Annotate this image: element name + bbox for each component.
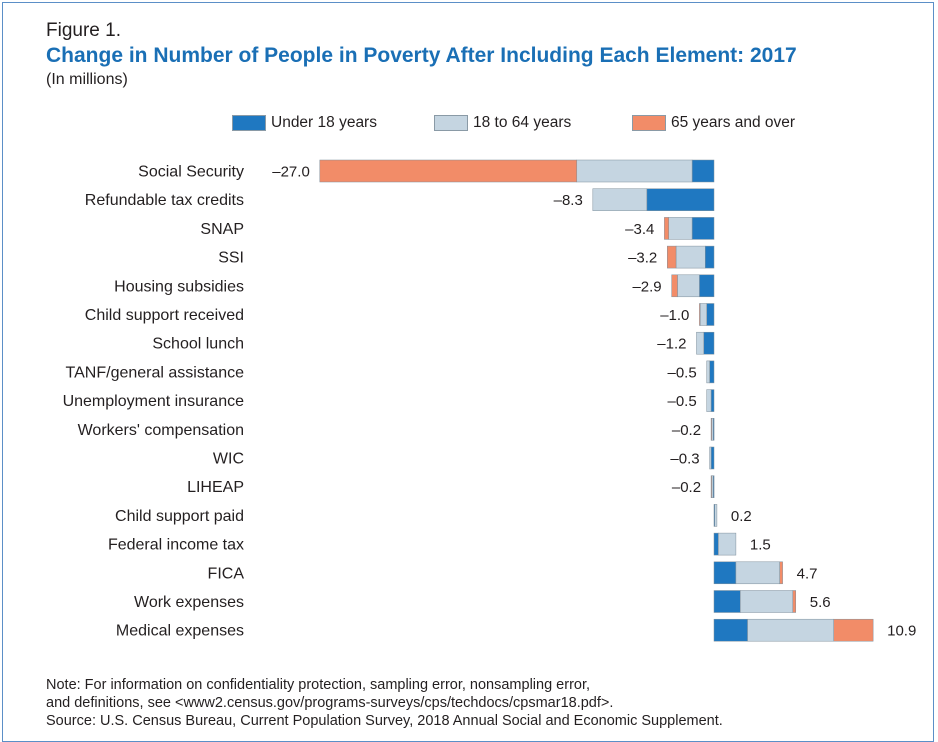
legend-swatch-under-18 — [232, 115, 266, 131]
legend-label-65-plus: 65 years and over — [671, 114, 796, 131]
bar-segment — [704, 245, 715, 269]
bar-segment — [735, 561, 780, 585]
bar-segment — [667, 245, 677, 269]
bar-segment — [699, 303, 707, 326]
bar-segment — [706, 360, 710, 384]
bar-segment — [646, 188, 715, 211]
bar-segment — [709, 360, 715, 384]
bar-segment — [699, 274, 715, 298]
category-label: Workers' compensation — [78, 422, 244, 439]
data-label: –0.2 — [672, 479, 701, 496]
legend-swatch-18-to-64 — [434, 115, 468, 131]
category-label: Unemployment insurance — [63, 393, 245, 410]
bar-segment — [792, 590, 797, 613]
category-label: Refundable tax credits — [85, 192, 244, 209]
bar-chart: Social Security –27.0 Refundable tax credi… — [63, 159, 916, 642]
bar-segment — [833, 618, 874, 642]
category-label: Child support paid — [115, 508, 244, 525]
bar-segment — [703, 331, 715, 355]
bar-segment — [779, 561, 783, 585]
legend-item-18-to-64: 18 to 64 years — [434, 112, 571, 134]
legend-label-18-to-64: 18 to 64 years — [473, 114, 572, 131]
category-label: Social Security — [138, 164, 244, 181]
data-label: –1.2 — [657, 336, 686, 353]
data-label: –0.3 — [670, 451, 699, 468]
bar-segment — [710, 389, 715, 412]
bar-segment — [706, 389, 712, 412]
bar-segment — [696, 331, 705, 355]
bar-segment — [713, 590, 741, 613]
legend-item-65-plus: 65 years and over — [632, 112, 795, 134]
bar-segment — [710, 475, 713, 498]
bar-segment — [706, 303, 715, 326]
category-label: LIHEAP — [187, 479, 244, 496]
category-label: Housing subsidies — [114, 278, 244, 295]
bar-segment — [710, 418, 713, 441]
bar-segment — [714, 504, 718, 527]
bar-segment — [747, 618, 834, 642]
chart-title: Change in Number of People in Poverty Af… — [46, 44, 797, 67]
data-label: 5.6 — [810, 594, 831, 611]
category-label: Federal income tax — [108, 537, 244, 554]
data-label: –8.3 — [554, 192, 583, 209]
data-label: –3.2 — [628, 250, 657, 267]
data-label: –27.0 — [272, 164, 310, 181]
legend-swatch-65-plus — [632, 115, 666, 131]
data-label: 0.2 — [731, 508, 752, 525]
bar-segment — [664, 217, 669, 240]
category-label: WIC — [213, 451, 244, 468]
bar-segment — [675, 245, 706, 269]
data-label: –3.4 — [625, 221, 654, 238]
legend-item-under-18: Under 18 years — [232, 112, 377, 134]
category-label: SNAP — [200, 221, 244, 238]
note-line: Note: For information on confidentiality… — [46, 677, 591, 693]
bar-segment — [677, 274, 700, 298]
bar-segment — [671, 274, 678, 298]
legend-label-under-18: Under 18 years — [271, 114, 377, 131]
bar-segment — [576, 159, 693, 183]
bar-segment — [709, 446, 712, 470]
category-label: School lunch — [152, 336, 244, 353]
data-label: 1.5 — [750, 537, 771, 554]
bar-segment — [710, 446, 715, 470]
category-label: Child support received — [85, 307, 244, 324]
bar-segment — [699, 303, 701, 326]
bar-segment — [592, 188, 648, 211]
bar-segment — [668, 217, 693, 240]
category-label: FICA — [208, 565, 245, 582]
chart-subtitle: (In millions) — [46, 71, 128, 88]
category-label: Work expenses — [134, 594, 244, 611]
category-label: SSI — [218, 250, 244, 267]
data-label: –0.2 — [672, 422, 701, 439]
note-line: and definitions, see <www2.census.gov/pr… — [46, 695, 614, 711]
bar-segment — [691, 217, 715, 240]
data-label: –0.5 — [667, 393, 696, 410]
bar-segment — [740, 590, 794, 613]
data-label: –2.9 — [632, 278, 661, 295]
figure-label: Figure 1. — [46, 20, 121, 41]
data-label: 10.9 — [887, 623, 916, 640]
category-label: TANF/general assistance — [66, 364, 245, 381]
bar-segment — [713, 618, 748, 642]
data-label: 4.7 — [797, 565, 818, 582]
bar-segment — [718, 532, 737, 556]
data-label: –0.5 — [667, 364, 696, 381]
chart-legend: Under 18 years 18 to 64 years 65 years a… — [0, 112, 938, 136]
source-line: Source: U.S. Census Bureau, Current Popu… — [46, 713, 723, 729]
data-label: –1.0 — [660, 307, 689, 324]
bar-segment — [691, 159, 715, 183]
chart-note: Note: For information on confidentiality… — [46, 676, 723, 730]
category-label: Medical expenses — [116, 623, 244, 640]
bar-segment — [319, 159, 578, 183]
bar-segment — [713, 532, 719, 556]
bar-segment — [713, 561, 737, 585]
